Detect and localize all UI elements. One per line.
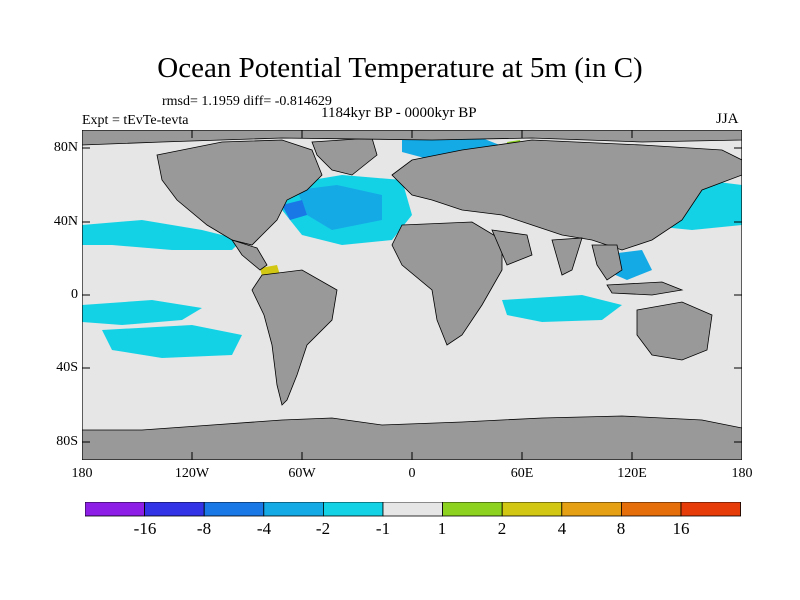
colorbar-swatch-7 bbox=[442, 502, 503, 517]
colorbar-swatch-10 bbox=[621, 502, 682, 517]
colorbar-label: 1 bbox=[437, 519, 447, 538]
anomaly-indian-ocean bbox=[502, 295, 622, 322]
colorbar-swatch-9 bbox=[561, 502, 622, 517]
colorbar-swatch-4 bbox=[263, 502, 324, 517]
colorbar-label: -8 bbox=[196, 519, 212, 538]
land-eurasia bbox=[391, 139, 742, 251]
experiment-label: Expt = tEvTe-tevta bbox=[82, 113, 189, 128]
anomaly-south-pacific bbox=[102, 325, 242, 358]
anomaly-north-pacific-east bbox=[82, 220, 242, 250]
y-tick-label-40s: 40S bbox=[56, 360, 78, 375]
colorbar-swatch-8 bbox=[501, 502, 563, 517]
x-tick-label-180e: 180 bbox=[731, 466, 753, 481]
anomaly-gulf-stream bbox=[282, 200, 307, 220]
land-australia bbox=[636, 301, 713, 361]
x-tick-label-60w: 60W bbox=[288, 466, 316, 481]
colorbar-label: 2 bbox=[497, 519, 507, 538]
y-tick-label-40n: 40N bbox=[53, 214, 78, 229]
colorbar-swatch-6 bbox=[382, 502, 443, 517]
colorbar-swatch-3 bbox=[203, 502, 265, 517]
landmasses bbox=[82, 130, 742, 460]
colorbar-swatch-1 bbox=[85, 502, 145, 517]
colorbar-swatch-5 bbox=[322, 502, 384, 517]
x-tick-label-120w: 120W bbox=[174, 466, 210, 481]
colorbar-swatch-11 bbox=[680, 502, 741, 517]
land-indonesia bbox=[606, 281, 684, 296]
colorbar-label: -1 bbox=[375, 519, 391, 538]
land-antarctica bbox=[82, 415, 742, 460]
land-arabia bbox=[491, 229, 533, 266]
colorbar-label: 8 bbox=[616, 519, 626, 538]
land-southeast-asia bbox=[591, 244, 623, 281]
rmsd-diff-stats: rmsd= 1.1959 diff= -0.814629 bbox=[162, 94, 332, 109]
colorbar-label: 16 bbox=[672, 519, 690, 538]
x-tick-label-180w: 180 bbox=[71, 466, 93, 481]
anomaly-tropical-pacific bbox=[82, 300, 202, 325]
tick-marks bbox=[82, 130, 742, 460]
colorbar-label: -4 bbox=[256, 519, 272, 538]
x-tick-label-120e: 120E bbox=[617, 466, 647, 481]
y-tick-label-80s: 80S bbox=[56, 434, 78, 449]
land-south-america bbox=[251, 269, 338, 406]
colorbar-swatch-2 bbox=[144, 502, 205, 517]
x-tick-label-60e: 60E bbox=[510, 466, 534, 481]
season-label: JJA bbox=[716, 111, 739, 127]
colorbar-label: 4 bbox=[557, 519, 567, 538]
time-period-label: 1184kyr BP - 0000kyr BP bbox=[321, 105, 477, 121]
colorbar-label: -2 bbox=[315, 519, 331, 538]
map-plot bbox=[82, 130, 742, 460]
land-north-america bbox=[156, 139, 323, 246]
land-central-america bbox=[231, 239, 268, 271]
plot-title: Ocean Potential Temperature at 5m (in C) bbox=[157, 52, 643, 84]
land-india bbox=[551, 237, 583, 276]
colorbar bbox=[85, 502, 741, 517]
x-tick-label-0: 0 bbox=[408, 466, 416, 481]
y-tick-label-0: 0 bbox=[71, 287, 78, 302]
anomaly-north-atlantic-strong bbox=[297, 185, 382, 230]
y-tick-label-80n: 80N bbox=[53, 140, 78, 155]
colorbar-label: -16 bbox=[133, 519, 157, 538]
